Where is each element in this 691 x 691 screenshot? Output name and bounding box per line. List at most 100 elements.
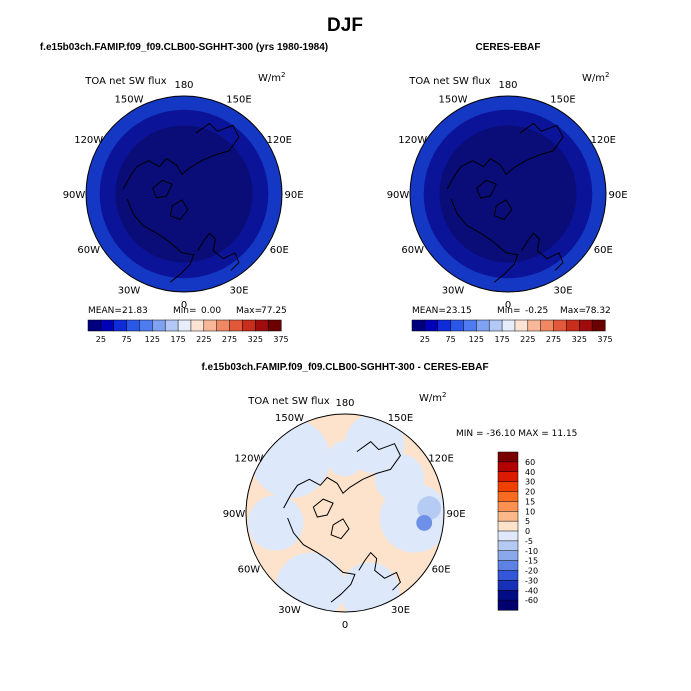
colorbar-swatch bbox=[497, 520, 519, 532]
coastline bbox=[521, 232, 564, 271]
colorbar-swatch bbox=[497, 451, 519, 463]
lon-label: 150E bbox=[388, 413, 413, 424]
colorbar-swatch bbox=[424, 319, 439, 332]
lon-label: 150W bbox=[115, 95, 144, 106]
coastline bbox=[446, 122, 564, 190]
colorbar-swatch bbox=[497, 540, 519, 552]
lon-label: 120W bbox=[234, 454, 263, 465]
colorbar-swatch bbox=[497, 580, 519, 591]
colorbar-label: -30 bbox=[525, 576, 538, 585]
coastline bbox=[122, 122, 240, 190]
colorbar-swatch bbox=[540, 319, 555, 332]
colorbar: 25 75 125 175 225 275 325 375 bbox=[411, 319, 613, 344]
colorbar-swatch bbox=[113, 319, 128, 332]
colorbar-swatch bbox=[139, 319, 153, 332]
lon-label: 60W bbox=[401, 245, 424, 256]
lon-label: 60W bbox=[77, 245, 100, 256]
colorbar-swatch bbox=[497, 471, 519, 483]
lon-label: 120E bbox=[591, 135, 616, 146]
stats-line: MEAN= 21.83 Min= 0.00 Max=77.25 bbox=[88, 306, 287, 316]
colorbar-swatch bbox=[497, 570, 519, 581]
lon-label: 150E bbox=[550, 95, 575, 106]
colorbar-swatch bbox=[463, 319, 477, 332]
lon-label: 150W bbox=[275, 413, 304, 424]
coastline bbox=[152, 179, 173, 199]
diff-stats: MIN = -36.10 MAX = 11.15 bbox=[456, 429, 577, 439]
coastline bbox=[197, 232, 240, 271]
colorbar-label: 275 bbox=[222, 335, 237, 344]
panel-subtitle: f.e15b03ch.FAMIP.f09_f09.CLB00-SGHHT-300… bbox=[40, 42, 328, 53]
colorbar-label: 175 bbox=[494, 335, 509, 344]
colorbar-label: 15 bbox=[525, 497, 535, 506]
longitude-labels: 180 150E 120E 90E 60E 30E 0 30W 60W 90W 120W 150W bbox=[387, 80, 628, 311]
lon-label: 0 bbox=[181, 300, 187, 311]
lon-label: 0 bbox=[505, 300, 511, 311]
units-label: W/m2 bbox=[419, 391, 446, 404]
coastline bbox=[493, 199, 513, 221]
colorbar-label: -40 bbox=[525, 586, 538, 595]
colorbar-swatch bbox=[255, 319, 269, 332]
lon-label: 120E bbox=[267, 135, 292, 146]
lon-label: 30W bbox=[278, 605, 301, 616]
colorbar-label: -20 bbox=[525, 567, 538, 576]
colorbar-swatch bbox=[411, 319, 426, 332]
stat-text: Max= bbox=[236, 306, 262, 316]
colorbar-swatch bbox=[177, 319, 192, 332]
stats-line: MEAN= 23.15 Min= -0.25 Max=78.32 bbox=[412, 306, 611, 316]
colorbar-label: 5 bbox=[525, 517, 530, 526]
colorbar-swatch bbox=[579, 319, 593, 332]
colorbar-swatch bbox=[450, 319, 465, 332]
colorbar-swatch bbox=[229, 319, 243, 332]
polar-map bbox=[409, 95, 607, 293]
colorbar-swatch bbox=[126, 319, 141, 332]
stat-text: -0.25 bbox=[525, 306, 548, 316]
colorbar-swatch bbox=[437, 319, 452, 332]
colorbar-swatch bbox=[566, 319, 580, 332]
coastline bbox=[358, 551, 401, 591]
coastline bbox=[330, 518, 350, 540]
lon-label: 180 bbox=[174, 80, 193, 91]
units-label: W/m2 bbox=[258, 71, 285, 84]
coastline bbox=[312, 498, 334, 518]
stat-text: 21.83 bbox=[122, 306, 148, 316]
colorbar-label: 20 bbox=[525, 488, 535, 497]
colorbar-label: 375 bbox=[273, 335, 288, 344]
colorbar: 25 75 125 175 225 275 325 375 bbox=[87, 319, 289, 344]
colorbar-label: -15 bbox=[525, 557, 538, 566]
variable-label: TOA net SW flux bbox=[247, 396, 329, 407]
colorbar-label: 125 bbox=[469, 335, 484, 344]
stat-text: MEAN= bbox=[88, 306, 122, 316]
stat-text: MEAN= bbox=[412, 306, 446, 316]
lon-label: 120W bbox=[398, 135, 427, 146]
colorbar-swatch bbox=[100, 319, 115, 332]
colorbar-label: 125 bbox=[145, 335, 160, 344]
colorbar-swatch bbox=[190, 319, 205, 332]
colorbar-label: 225 bbox=[520, 335, 535, 344]
lon-label: 120E bbox=[428, 454, 453, 465]
colorbar-swatch bbox=[527, 319, 542, 332]
map-border bbox=[409, 95, 607, 293]
coastline bbox=[283, 441, 401, 509]
colorbar-swatch bbox=[216, 319, 231, 332]
colorbar-label: -10 bbox=[525, 547, 538, 556]
stat-text: Max= bbox=[560, 306, 586, 316]
colorbar-label: -5 bbox=[525, 537, 533, 546]
colorbar-swatch bbox=[497, 550, 519, 562]
lon-label: 60W bbox=[238, 565, 261, 576]
lon-label: 60E bbox=[270, 245, 289, 256]
variable-label: TOA net SW flux bbox=[84, 76, 166, 87]
lon-label: 120W bbox=[74, 135, 103, 146]
colorbar-swatch bbox=[497, 481, 519, 493]
stat-text: 78.32 bbox=[585, 306, 611, 316]
lon-label: 30E bbox=[391, 605, 410, 616]
colorbar-swatch bbox=[514, 319, 529, 332]
colorbar-label: -60 bbox=[525, 596, 538, 605]
stat-text: 0.00 bbox=[201, 306, 221, 316]
lon-label: 30E bbox=[229, 285, 248, 296]
colorbar-swatch bbox=[553, 319, 567, 332]
lon-label: 60E bbox=[594, 245, 613, 256]
colorbar-swatch bbox=[497, 511, 519, 522]
panel-subtitle: f.e15b03ch.FAMIP.f09_f09.CLB00-SGHHT-300… bbox=[201, 362, 488, 373]
colorbar-label: 275 bbox=[546, 335, 561, 344]
